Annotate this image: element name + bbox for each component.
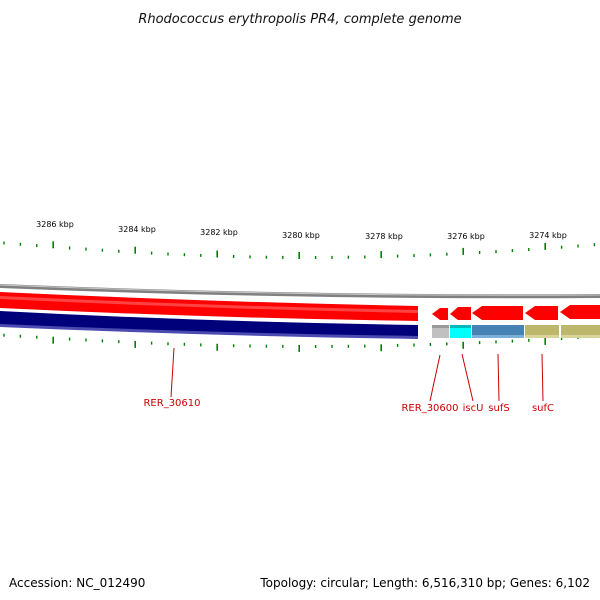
scale-label: 3278 kbp (365, 232, 403, 241)
feature-segments (432, 325, 600, 338)
forward-strand (0, 292, 600, 321)
scale-label: 3276 kbp (447, 232, 485, 241)
segment-sufc (525, 325, 559, 338)
reverse-gene-large-edge (0, 324, 418, 339)
scale-label: 3274 kbp (529, 231, 567, 240)
callout-line (497, 353, 500, 402)
segment-sufs-bottom (472, 335, 524, 338)
segment-rer30600-top (432, 325, 449, 328)
gene-label: RER_30600 (401, 403, 458, 414)
callout-line (170, 347, 175, 398)
forward-gene-arrow (560, 305, 600, 319)
genome-summary-text: Topology: circular; Length: 6,516,310 bp… (260, 576, 590, 590)
segment-iscu-top (450, 325, 471, 328)
gene-label: iscU (463, 403, 484, 414)
callout-line (541, 353, 544, 402)
segment-rer30600 (432, 325, 449, 338)
segment-sufc-bottom (525, 335, 559, 338)
reverse-strand (0, 311, 418, 339)
gene-label: RER_30610 (143, 398, 200, 409)
map-title: Rhodococcus erythropolis PR4, complete g… (138, 12, 461, 27)
gene-label: sufS (488, 403, 509, 414)
segment-iscu (450, 325, 471, 338)
backbone-ring (0, 284, 600, 299)
backbone-ring-highlight (0, 284, 600, 296)
scale-labels: 3286 kbp 3284 kbp 3282 kbp 3280 kbp 3278… (36, 220, 567, 241)
accession-text: Accession: NC_012490 (9, 576, 146, 590)
scale-label: 3286 kbp (36, 220, 74, 229)
outer-tick-marks (3, 241, 596, 259)
inner-tick-marks (3, 333, 596, 352)
forward-gene-arrow (472, 306, 523, 320)
scale-label: 3284 kbp (118, 225, 156, 234)
segment-next (561, 325, 600, 338)
callout-line (461, 353, 474, 402)
callout-line (429, 354, 441, 402)
scale-label: 3282 kbp (200, 228, 238, 237)
forward-gene-arrow (450, 307, 471, 320)
gene-labels: RER_30610 RER_30600 iscU sufS sufC (143, 347, 554, 414)
gene-label: sufC (532, 403, 554, 414)
scale-label: 3280 kbp (282, 231, 320, 240)
segment-sufs (472, 325, 524, 338)
segment-next-bottom (561, 335, 600, 338)
forward-gene-arrow (432, 308, 448, 320)
forward-gene-large-highlight (0, 296, 418, 313)
reverse-gene-large (0, 311, 418, 338)
forward-gene-arrow (525, 306, 558, 320)
